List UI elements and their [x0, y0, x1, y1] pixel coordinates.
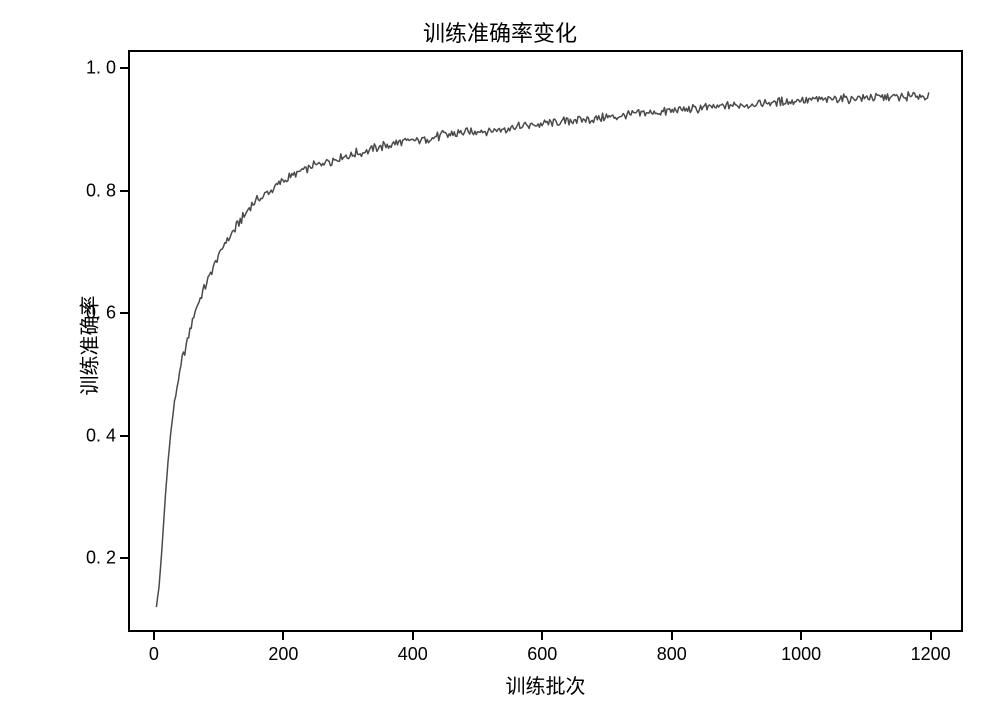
x-tick-mark [800, 632, 802, 640]
accuracy-chart-figure: 训练准确率变化 训练准确率 训练批次 0. 20. 40. 60. 81. 00… [0, 0, 1000, 714]
x-tick-label: 1000 [781, 644, 821, 665]
x-tick-mark [541, 632, 543, 640]
x-tick-mark [282, 632, 284, 640]
x-tick-label: 600 [527, 644, 557, 665]
x-tick-label: 200 [268, 644, 298, 665]
x-tick-mark [153, 632, 155, 640]
y-tick-mark [120, 190, 128, 192]
x-axis-label: 训练批次 [128, 670, 963, 699]
x-tick-mark [671, 632, 673, 640]
y-tick-label: 0. 4 [70, 425, 116, 446]
x-tick-label: 0 [149, 644, 159, 665]
y-tick-mark [120, 312, 128, 314]
y-tick-label: 0. 8 [70, 180, 116, 201]
y-tick-mark [120, 67, 128, 69]
y-tick-label: 0. 6 [70, 303, 116, 324]
y-tick-label: 0. 2 [70, 548, 116, 569]
y-tick-label: 1. 0 [70, 58, 116, 79]
x-tick-label: 400 [398, 644, 428, 665]
plot-area [128, 50, 963, 632]
y-tick-mark [120, 435, 128, 437]
plot-svg [130, 52, 961, 630]
accuracy-line [156, 92, 928, 607]
x-tick-label: 800 [657, 644, 687, 665]
chart-title: 训练准确率变化 [0, 16, 1000, 48]
x-tick-label: 1200 [911, 644, 951, 665]
y-tick-mark [120, 557, 128, 559]
x-tick-mark [930, 632, 932, 640]
x-tick-mark [412, 632, 414, 640]
